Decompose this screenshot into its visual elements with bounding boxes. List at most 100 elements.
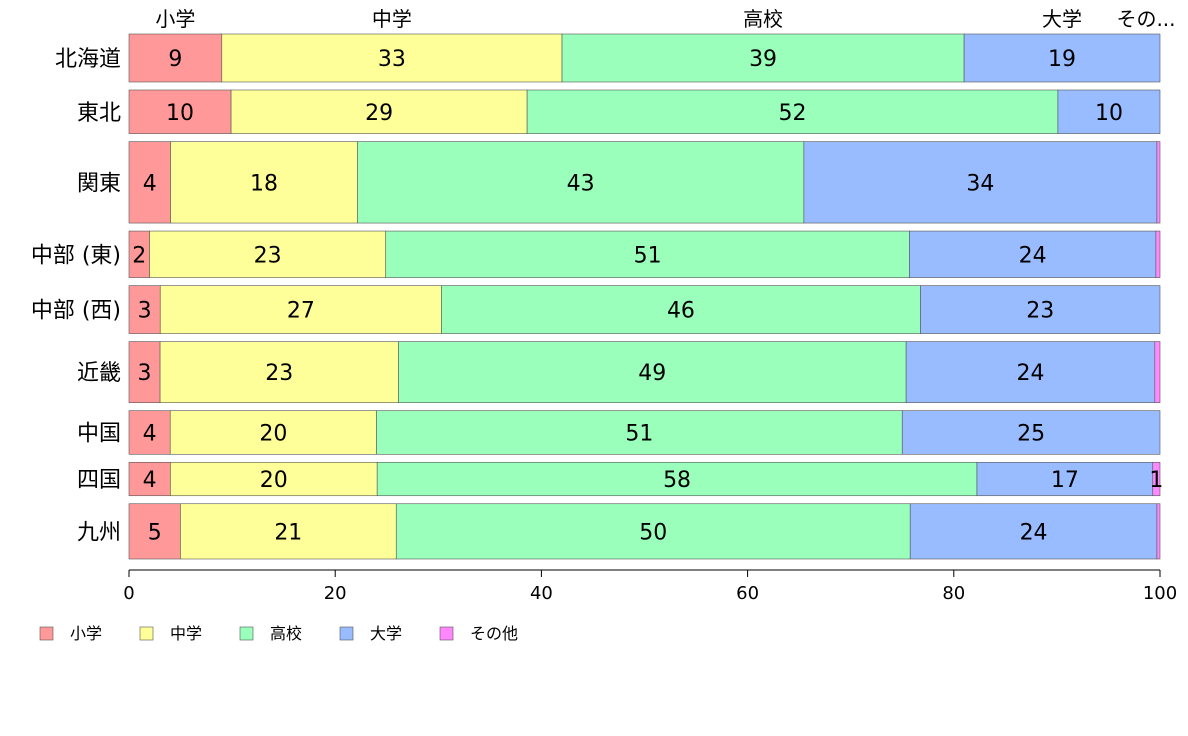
- top-segment-label: 中学: [372, 7, 412, 31]
- top-segment-label: 小学: [155, 7, 195, 31]
- bar-segment: [1156, 141, 1161, 224]
- bar-segment: [561, 33, 965, 83]
- bar-value-label: 23: [265, 361, 293, 386]
- top-segment-label: 大学: [1042, 7, 1082, 31]
- bar-value-label: 24: [1020, 520, 1048, 545]
- bar-value-label: 1: [1149, 468, 1163, 493]
- bar-segment: [909, 230, 1157, 278]
- x-tick-label: 0: [123, 583, 134, 604]
- bar-value-label: 24: [1019, 243, 1047, 268]
- legend-swatch: [239, 626, 254, 641]
- bar-value-label: 20: [260, 468, 288, 493]
- legend-swatch: [339, 626, 354, 641]
- legend-label: その他: [470, 624, 518, 643]
- bar-segment: [159, 285, 442, 334]
- bar-segment: [170, 141, 358, 224]
- bar-value-label: 3: [138, 361, 152, 386]
- top-segment-label: その...: [1116, 7, 1175, 31]
- bar-segment: [149, 230, 387, 278]
- bar-value-label: 49: [638, 361, 666, 386]
- top-segment-label: 高校: [743, 7, 783, 31]
- bar-segment: [128, 503, 181, 560]
- bar-segment: [901, 410, 1161, 455]
- category-label: 九州: [77, 520, 121, 545]
- bar-segment: [1152, 461, 1161, 497]
- bar-value-label: 20: [259, 421, 287, 446]
- bar-segment: [398, 341, 907, 403]
- bar-value-label: 27: [287, 299, 315, 324]
- bar-segment: [128, 410, 171, 455]
- bar-segment: [128, 141, 171, 224]
- bar-segment: [963, 33, 1161, 83]
- bar-segment: [1057, 89, 1161, 134]
- legend-label: 高校: [270, 624, 302, 643]
- bar-value-label: 4: [143, 421, 157, 446]
- bar-value-label: 3: [138, 299, 152, 324]
- bar-segment: [180, 503, 397, 560]
- bar-segment: [385, 230, 910, 278]
- x-tick-label: 100: [1143, 583, 1177, 604]
- bar-segment: [159, 341, 399, 403]
- bar-value-label: 5: [148, 520, 162, 545]
- bar-segment: [376, 410, 903, 455]
- bar-segment: [169, 410, 377, 455]
- bar-value-label: 10: [166, 101, 194, 126]
- bar-value-label: 29: [365, 101, 393, 126]
- bar-value-label: 33: [378, 47, 406, 72]
- bar-segment: [526, 89, 1059, 134]
- bar-segment: [395, 503, 911, 560]
- bar-value-label: 21: [274, 520, 302, 545]
- bar-value-label: 58: [663, 468, 691, 493]
- bar-value-label: 46: [667, 299, 695, 324]
- bar-value-label: 10: [1095, 101, 1123, 126]
- bar-value-label: 24: [1016, 361, 1044, 386]
- bar-segment: [376, 461, 978, 497]
- legend-swatch: [39, 626, 54, 641]
- legend-label: 中学: [170, 624, 202, 643]
- bar-value-label: 23: [254, 243, 282, 268]
- bar-value-label: 25: [1017, 421, 1045, 446]
- x-tick-label: 80: [942, 583, 965, 604]
- legend-swatch: [439, 626, 454, 641]
- category-label: 中国: [77, 421, 121, 446]
- bar-segment: [803, 141, 1158, 224]
- bar-segment: [905, 341, 1156, 403]
- bar-segment: [128, 89, 232, 134]
- bar-value-label: 18: [250, 171, 278, 196]
- legend-label: 小学: [70, 624, 102, 643]
- bar-segment: [1156, 503, 1161, 560]
- bar-segment: [1155, 230, 1161, 278]
- bar-segment: [909, 503, 1158, 560]
- bar-value-label: 2: [132, 243, 146, 268]
- bar-value-label: 39: [749, 47, 777, 72]
- bar-segment: [230, 89, 528, 134]
- x-tick-label: 20: [324, 583, 347, 604]
- category-label: 四国: [77, 468, 121, 493]
- bar-value-label: 52: [779, 101, 807, 126]
- bar-value-label: 51: [625, 421, 653, 446]
- category-label: 中部 (西): [31, 299, 121, 324]
- bar-segment: [441, 285, 921, 334]
- bar-value-label: 17: [1051, 468, 1079, 493]
- bar-segment: [976, 461, 1154, 497]
- bar-value-label: 50: [639, 520, 667, 545]
- bar-segment: [128, 33, 223, 83]
- legend-label: 大学: [370, 624, 402, 643]
- category-label: 中部 (東): [31, 243, 121, 268]
- bar-value-label: 43: [567, 171, 595, 196]
- bar-value-label: 51: [634, 243, 662, 268]
- legend-swatch: [139, 626, 154, 641]
- bar-value-label: 4: [143, 171, 157, 196]
- bar-segment: [128, 341, 161, 403]
- bar-segment: [170, 461, 378, 497]
- category-label: 関東: [77, 171, 121, 196]
- x-tick-label: 60: [736, 583, 759, 604]
- bar-segment: [920, 285, 1161, 334]
- bar-value-label: 19: [1048, 47, 1076, 72]
- bar-segment: [128, 285, 161, 334]
- bar-value-label: 9: [168, 47, 182, 72]
- bar-value-label: 34: [966, 171, 994, 196]
- category-label: 近畿: [77, 361, 121, 386]
- bar-segment: [221, 33, 563, 83]
